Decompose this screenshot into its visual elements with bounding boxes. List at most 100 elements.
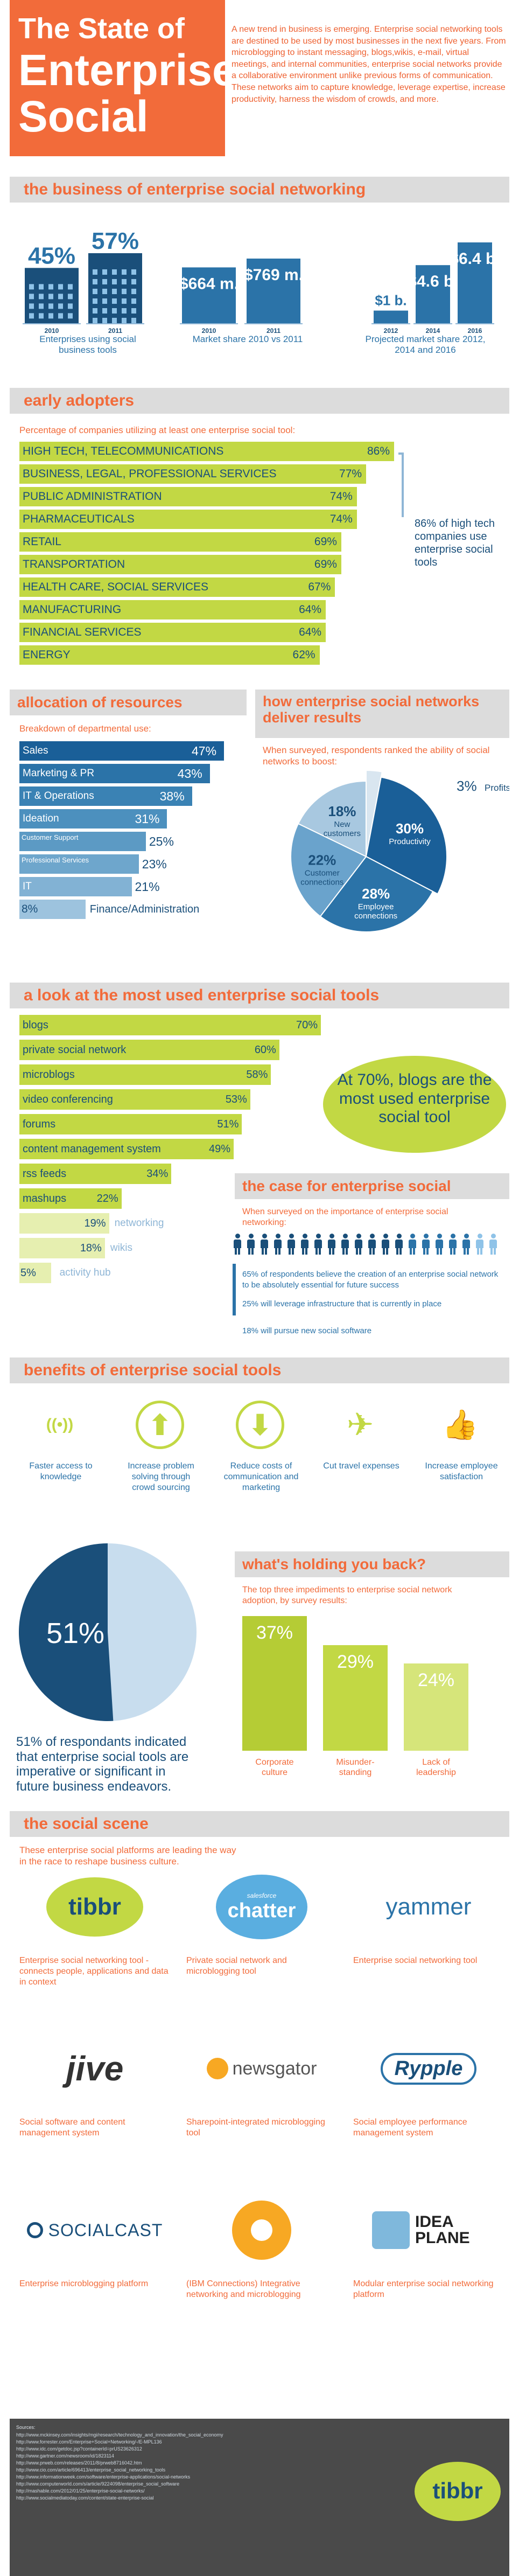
- allocation-chart: Sales 47% Marketing & PR 43% IT & Operations…: [19, 741, 256, 935]
- person-icon: [421, 1234, 431, 1255]
- person-leg: [477, 1248, 479, 1255]
- person-body: [382, 1240, 389, 1248]
- window: [131, 298, 136, 304]
- allocation-label: Marketing & PR: [23, 768, 95, 779]
- tool-bar: blogs 70%: [19, 1015, 321, 1035]
- window: [48, 284, 53, 290]
- footer-logo-bubble: [415, 2462, 501, 2521]
- bar-2011: [247, 259, 300, 323]
- bar-label: $1 b.: [375, 293, 406, 309]
- usage-caption: Enterprises using social business tools: [39, 334, 136, 355]
- adopter-bar: MANUFACTURING 64%: [19, 600, 326, 619]
- case-bar-1: [233, 1264, 236, 1315]
- deliver-pie: 3% Profits30%Productivity28%Employeeconne…: [290, 769, 509, 932]
- person-leg: [467, 1248, 469, 1255]
- window: [102, 269, 107, 275]
- benefit-label: Reduce costs of communication and market…: [223, 1461, 299, 1492]
- adopter-label: MANUFACTURING: [23, 603, 122, 616]
- person-leg: [450, 1248, 452, 1255]
- ideaplane-mark: [372, 2211, 410, 2249]
- window: [122, 279, 127, 284]
- bar-label: 45%: [28, 242, 75, 269]
- allocation-value: 47%: [192, 744, 217, 758]
- holding-chart: 37% Corporate culture 29% Misunder-standing…: [242, 1611, 490, 1788]
- window: [131, 308, 136, 314]
- source-link: http://www.mckinsey.com/insights/mgi/res…: [16, 2432, 223, 2438]
- section-business: the business of enterprise social networ…: [10, 177, 509, 203]
- adopter-value: 74%: [329, 490, 353, 503]
- person-leg: [238, 1248, 240, 1255]
- window: [93, 308, 97, 314]
- person-body: [476, 1240, 483, 1248]
- section-holding: what's holding you back?: [235, 1551, 509, 1577]
- person-leg: [329, 1248, 331, 1255]
- platform-desc: Enterprise social networking tool: [353, 1956, 478, 1965]
- impediment-value: 37%: [256, 1623, 293, 1643]
- bar-label: 57%: [92, 228, 139, 254]
- tool-label: blogs: [23, 1019, 48, 1031]
- tool-bar: rss feeds 34%: [19, 1164, 172, 1184]
- tool-bar: content management system 49%: [19, 1139, 234, 1159]
- business-charts: 45% 2010 57% 2011 $664 m. 2010 $769 m. 2011 $1…: [23, 228, 500, 335]
- person-icon: [327, 1234, 336, 1255]
- person-head: [235, 1234, 240, 1238]
- window: [29, 284, 34, 290]
- adopter-value: 74%: [329, 513, 353, 525]
- pie-slice-new-customers: [297, 780, 367, 858]
- person-body: [449, 1240, 457, 1248]
- thumbs-up-icon: 👍: [442, 1408, 479, 1441]
- tool-label: mashups: [23, 1193, 67, 1205]
- pie-slice-employee-connections: [319, 855, 434, 932]
- person-leg: [289, 1248, 291, 1255]
- logo-ibm: [232, 2201, 291, 2260]
- window: [102, 279, 107, 284]
- window: [29, 294, 34, 300]
- person-body: [234, 1240, 241, 1248]
- year-label: 2011: [266, 327, 280, 335]
- allocation-value: 43%: [177, 767, 202, 781]
- tool-label: activity hub: [59, 1267, 111, 1278]
- tool-label: content management system: [23, 1143, 161, 1155]
- tool-value: 60%: [254, 1044, 276, 1056]
- person-head: [356, 1234, 361, 1238]
- tool-label: rss feeds: [23, 1168, 67, 1180]
- allocation-subtitle: Breakdown of departmental use:: [19, 723, 151, 734]
- logo-chatter: salesforce chatter: [216, 1875, 307, 1939]
- window: [112, 318, 117, 323]
- logo-newsgator: newsgator: [206, 2058, 317, 2079]
- person-leg: [490, 1248, 493, 1255]
- source-link: http://mashable.com/2012/01/25/enterpris…: [16, 2488, 145, 2494]
- footer-logo: tibbr: [432, 2478, 483, 2503]
- allocation-label: Professional Services: [22, 856, 89, 864]
- section-benefits: benefits of enterprise social tools: [10, 1357, 509, 1383]
- person-leg: [440, 1248, 442, 1255]
- wifi-signal-icon: ((•)): [46, 1416, 74, 1433]
- pie-label: connections: [300, 878, 343, 887]
- tool-bar: microblogs 58%: [19, 1064, 271, 1085]
- person-icon: [434, 1234, 444, 1255]
- source-link: http://www.gartner.com/newsroom/id/18231…: [16, 2453, 114, 2459]
- newsgator-name: newsgator: [232, 2058, 317, 2079]
- platform-desc: Sharepoint-integrated microblogging tool: [186, 2118, 325, 2138]
- pie-label: Productivity: [389, 837, 431, 846]
- logo-chatter-name: chatter: [227, 1899, 296, 1922]
- adopter-label: HEALTH CARE, SOCIAL SERVICES: [23, 581, 209, 593]
- hero-title-line-3: Social: [18, 92, 149, 141]
- bar-2012: [374, 310, 408, 323]
- allocation-label: Customer Support: [22, 833, 79, 841]
- platform-logo: IDEA PLANE: [353, 2192, 504, 2268]
- person-leg: [399, 1248, 402, 1255]
- impediment-value: 24%: [417, 1669, 455, 1690]
- window: [68, 303, 73, 309]
- person-leg: [235, 1248, 237, 1255]
- airplane-icon: ✈: [346, 1407, 374, 1443]
- person-head: [289, 1234, 294, 1238]
- person-icon: [260, 1234, 269, 1255]
- adopter-label: PUBLIC ADMINISTRATION: [23, 490, 162, 503]
- person-body: [274, 1240, 282, 1248]
- pie-slice-productivity: [365, 776, 447, 895]
- person-head: [329, 1234, 334, 1238]
- allocation-bar: Marketing & PR: [19, 764, 210, 783]
- tool-bar: mashups 22%: [19, 1188, 122, 1209]
- person-head: [464, 1234, 469, 1238]
